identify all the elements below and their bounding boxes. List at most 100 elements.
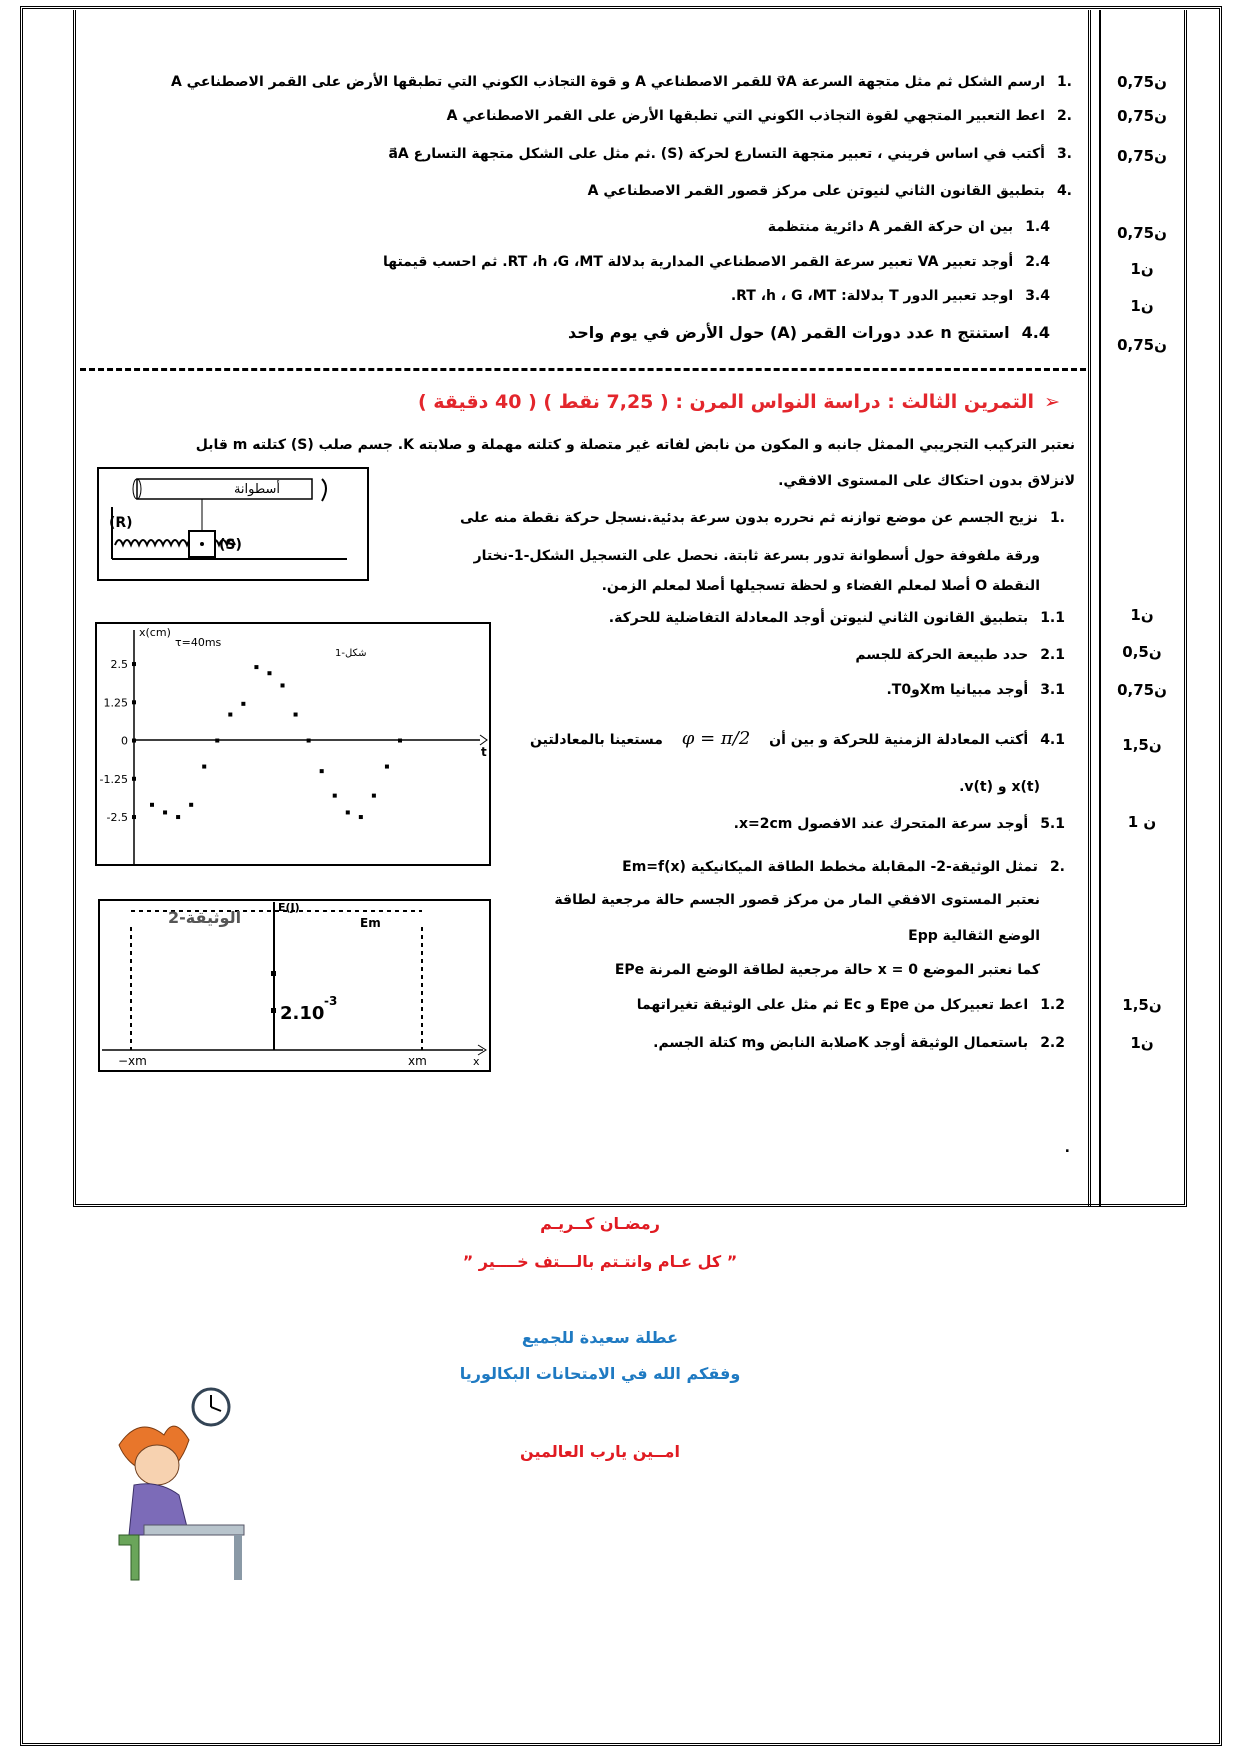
data-point xyxy=(254,665,259,670)
data-point xyxy=(267,671,272,676)
y-tick-label: 1.25 xyxy=(104,696,129,709)
figure-2: الوثيقة-2 E(J) Em 2.10 -3 −xm xm x xyxy=(98,899,491,1072)
x-axis-label: t xyxy=(481,745,487,759)
intro: نعتبر التركيب التجريبي الممثل جانبه و ال… xyxy=(195,437,1075,453)
tick-mark xyxy=(132,700,136,705)
tick-mark xyxy=(132,776,136,781)
question-line: كما نعتبر الموضع x = 0 حالة مرجعية لطاقة… xyxy=(614,962,1040,978)
points: 0,5ن xyxy=(1122,643,1162,661)
question: 3.4اوجد تعبير الدور T بدلالة: RT ،h ، G … xyxy=(730,288,1050,304)
data-point xyxy=(228,712,233,717)
data-point xyxy=(398,738,402,743)
figure-1: x(cm) τ=40ms شكل-1 t 2.5 1.25 0 -1.25 -2.5 xyxy=(95,622,491,866)
footer-amen: امــين يارب العالمين xyxy=(520,1442,680,1461)
question: 2.1حدد طبيعة الحركة للجسم xyxy=(855,647,1065,663)
question: 2.اعط التعبير المتجهي لقوة التجاذب الكون… xyxy=(446,108,1072,124)
points: 0,75ن xyxy=(1117,224,1167,242)
y-axis-label: x(cm) xyxy=(139,626,171,639)
data-point xyxy=(332,793,337,798)
setup-label: (R) xyxy=(109,515,133,531)
setup-label: أسطوانة xyxy=(234,480,280,497)
question: 3.أكتب في اساس فريني ، تعبير متجهة التسا… xyxy=(388,146,1072,162)
question: 3.1أوجد مبيانيا XmوT0. xyxy=(886,682,1065,698)
value-exponent: -3 xyxy=(324,994,337,1008)
end-mark: . xyxy=(1064,1140,1070,1156)
line-label: Em xyxy=(360,916,381,930)
points: 1,5ن xyxy=(1122,996,1162,1014)
question-line: ورقة ملفوفة حول أسطوانة تدور بسرعة ثابتة… xyxy=(473,548,1040,564)
question: 1.نزيح الجسم عن موضع توازنه ثم نحرره بدو… xyxy=(459,510,1065,526)
student-cartoon xyxy=(118,1387,245,1581)
question: 1.ارسم الشكل ثم مثل متجهة السرعة v⃗A للق… xyxy=(170,74,1072,90)
question-line: x(t) و v(t). xyxy=(959,779,1040,795)
data-point xyxy=(241,701,246,706)
question: 1.2اعط تعبيركل من Epe و Ec ثم مثل على ال… xyxy=(636,997,1065,1013)
tick-mark xyxy=(132,815,136,820)
data-point xyxy=(293,712,298,717)
page-frame xyxy=(20,6,1222,1746)
question-line: نعتبر المستوى الافقي المار من مركز قصور … xyxy=(554,892,1040,908)
data-point xyxy=(306,738,311,743)
chart-title: شكل-1 xyxy=(335,648,366,659)
y-tick-label: -2.5 xyxy=(107,811,128,824)
points: 1ن xyxy=(1130,297,1154,315)
value-label: 2.10 xyxy=(280,1003,324,1024)
question: 1.4بين ان حركة القمر A دائرية منتظمة xyxy=(767,219,1050,235)
question: 4.1أكتب المعادلة الزمنية للحركة و بين أن… xyxy=(530,726,1065,752)
data-point xyxy=(280,683,285,688)
formula: φ = π/2 xyxy=(681,728,751,749)
data-point xyxy=(202,764,207,769)
points: 1 ن xyxy=(1127,813,1157,831)
question: 4.بتطبيق القانون الثاني لنيوتن على مركز … xyxy=(587,183,1072,199)
data-point xyxy=(215,738,220,743)
points: 1ن xyxy=(1130,1034,1154,1052)
data-point xyxy=(163,810,168,815)
question: 5.1أوجد سرعة المتحرك عند الافصول x=2cm. xyxy=(733,816,1065,832)
y-tick-label: -1.25 xyxy=(100,773,128,786)
y-tick-label: 2.5 xyxy=(111,658,129,671)
data-point xyxy=(150,802,154,807)
setup-label: (S) xyxy=(219,537,242,553)
question: 1.1بتطبيق القانون الثاني لنيوتن أوجد الم… xyxy=(608,610,1065,626)
points: 1ن xyxy=(1130,606,1154,624)
setup-figure: أسطوانة (R) (S) xyxy=(97,467,369,581)
dashed-separator xyxy=(80,368,1086,371)
points: 0,75ن xyxy=(1117,107,1167,125)
data-point xyxy=(358,815,363,820)
question-line: النقطة O أصلا لمعلم الفضاء و لحظة تسجيله… xyxy=(601,578,1040,594)
data-point xyxy=(176,815,181,820)
data-point xyxy=(384,764,389,769)
data-point xyxy=(189,802,194,807)
points: 1,5ن xyxy=(1122,736,1162,754)
data-point xyxy=(319,769,324,774)
exercise-title: ➢التمرين الثالث : دراسة النواس المرن : (… xyxy=(417,391,1060,413)
figure-title: الوثيقة-2 xyxy=(168,908,241,927)
footer-exams: وفقكم الله في الامتحانات البكالوريا xyxy=(459,1364,741,1383)
y-tick-label: 0 xyxy=(121,735,128,748)
table-frame xyxy=(73,10,1187,1207)
tick-mark xyxy=(132,738,136,743)
footer-holiday: عطلة سعيدة للجميع xyxy=(521,1328,679,1347)
y-axis-label: E(J) xyxy=(278,901,300,914)
column-divider xyxy=(1088,10,1101,1206)
points: 0,75ن xyxy=(1117,73,1167,91)
data-point xyxy=(371,793,376,798)
points: 1ن xyxy=(1130,260,1154,278)
axis-label: xm xyxy=(408,1054,427,1068)
points: 0,75ن xyxy=(1117,681,1167,699)
points: 0,75ن xyxy=(1117,336,1167,354)
tick-mark xyxy=(132,662,136,667)
footer-wish: ” كل عـام وانتـتم بالـــتف خــــير ” xyxy=(462,1252,738,1271)
question: 4.4استنتج n عدد دورات القمر (A) حول الأر… xyxy=(567,323,1050,342)
points: 0,75ن xyxy=(1117,147,1167,165)
question: 2.تمثل الوثيقة-2- المقابلة مخطط الطاقة ا… xyxy=(622,859,1065,875)
question: 2.4أوجد تعبير VA تعبير سرعة القمر الاصطن… xyxy=(382,254,1050,270)
intro: لانزلاق بدون احتكاك على المستوى الافقي. xyxy=(778,473,1075,489)
annotation: τ=40ms xyxy=(175,636,222,649)
footer-greeting: رمضـان كــريـم xyxy=(540,1214,660,1233)
data-point xyxy=(345,810,350,815)
axis-label: −xm xyxy=(118,1054,147,1068)
question: 2.2باستعمال الوثيقة أوجد Kصلابة النابض و… xyxy=(653,1035,1065,1051)
x-axis-label: x xyxy=(473,1055,480,1068)
